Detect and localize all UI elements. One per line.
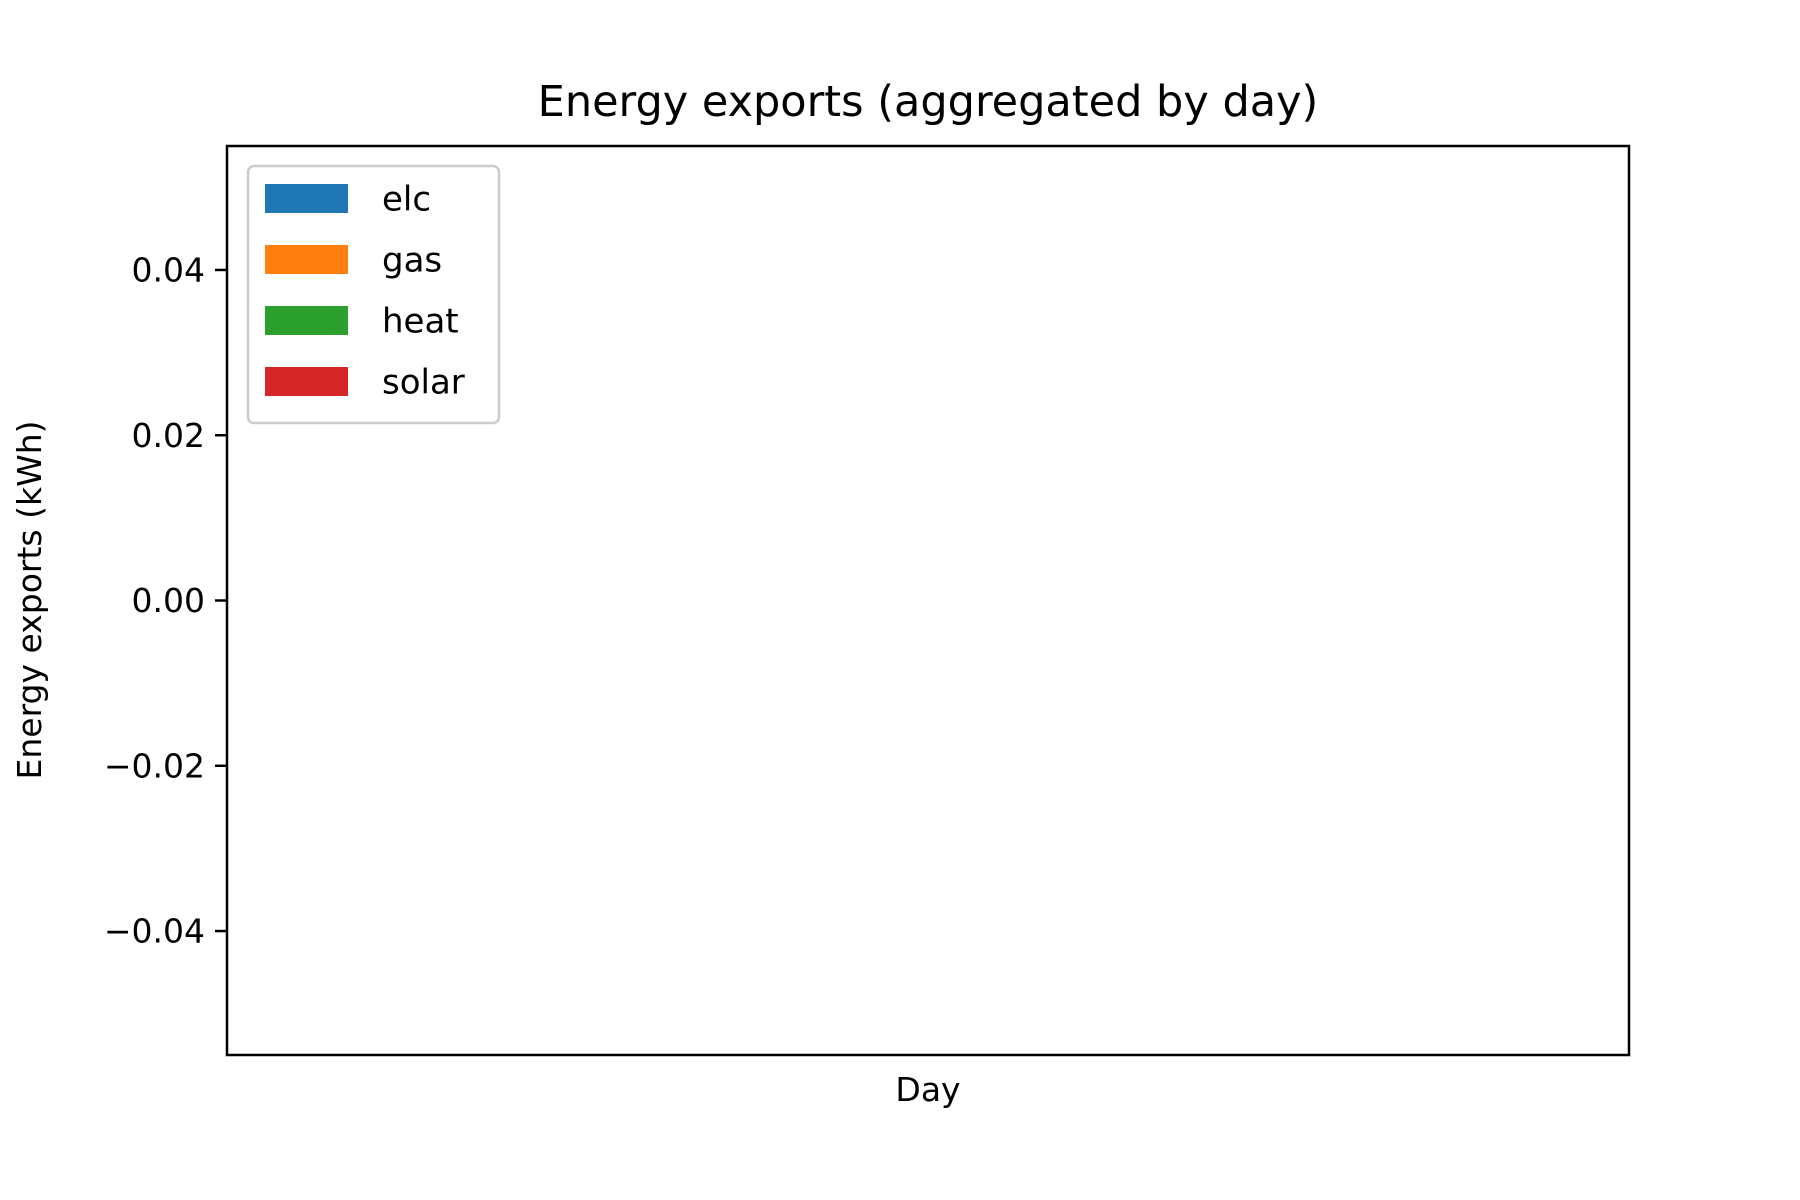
legend-label-elc: elc: [382, 180, 431, 220]
legend-swatch-heat: [265, 306, 348, 335]
legend-frame: [246, 164, 501, 425]
legend-label-heat: heat: [382, 302, 459, 342]
legend-swatch-gas: [265, 245, 348, 274]
y-axis-label: Energy exports (kWh): [10, 420, 49, 779]
legend-swatch-elc: [265, 184, 348, 213]
chart-title: Energy exports (aggregated by day): [538, 77, 1319, 127]
x-axis-label: Day: [895, 1070, 960, 1109]
legend: elc gas heat solar: [246, 164, 501, 425]
legend-swatch-solar: [265, 367, 348, 396]
y-tick-label: 0.00: [132, 581, 205, 620]
legend-label-solar: solar: [382, 363, 465, 403]
legend-items: elc gas heat solar: [265, 180, 465, 403]
y-tick-label: 0.04: [132, 251, 205, 290]
y-tick-label: −0.02: [104, 746, 205, 785]
y-tick-label: 0.02: [132, 416, 205, 455]
y-tick-label: −0.04: [104, 912, 205, 951]
y-axis: 0.04 0.02 0.00 −0.02 −0.04: [104, 251, 227, 951]
legend-label-gas: gas: [382, 241, 442, 281]
